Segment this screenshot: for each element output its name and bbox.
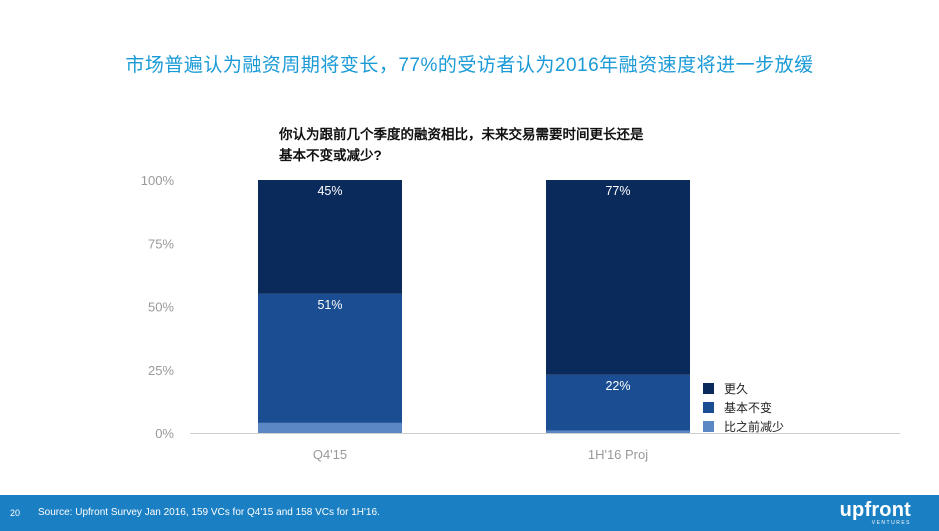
chart-question: 你认为跟前几个季度的融资相比，未来交易需要时间更长还是 基本不变或减少? xyxy=(279,124,749,166)
legend-label: 更久 xyxy=(724,382,748,396)
legend-swatch xyxy=(703,383,714,394)
bar-segment xyxy=(258,293,402,423)
legend-swatch xyxy=(703,402,714,413)
legend-label: 基本不变 xyxy=(724,400,772,415)
data-label: 22% xyxy=(605,379,630,393)
bar-segment xyxy=(546,180,690,375)
slide-title: 市场普遍认为融资周期将变长，77%的受访者认为2016年融资速度将进一步放缓 xyxy=(125,55,814,76)
question-line-2: 基本不变或减少? xyxy=(279,148,382,163)
data-label: 45% xyxy=(317,184,342,198)
bar-segment xyxy=(546,374,690,431)
logo-subtitle: VENTURES xyxy=(871,520,911,526)
y-tick-label: 25% xyxy=(148,363,174,378)
x-tick-label: 1H'16 Proj xyxy=(588,447,648,462)
y-tick-label: 75% xyxy=(148,236,174,251)
footer-bar: 20 Source: Upfront Survey Jan 2016, 159 … xyxy=(0,495,939,531)
bar-segment xyxy=(546,430,690,433)
data-label: 77% xyxy=(605,184,630,198)
question-line-1: 你认为跟前几个季度的融资相比，未来交易需要时间更长还是 xyxy=(279,127,644,142)
legend-label: 比之前减少 xyxy=(724,419,784,434)
upfront-logo: upfront VENTURES xyxy=(840,499,911,526)
x-tick-label: Q4'15 xyxy=(313,447,347,462)
y-tick-label: 50% xyxy=(148,300,174,315)
bar-segment xyxy=(258,422,402,433)
data-label: 51% xyxy=(317,298,342,312)
y-tick-label: 100% xyxy=(141,173,175,188)
y-tick-label: 0% xyxy=(155,426,174,441)
bar-segment xyxy=(258,180,402,294)
legend-swatch xyxy=(703,421,714,432)
stacked-bar-chart: 0%25%50%75%100%4%51%45%Q4'151%22%77%1H'1… xyxy=(141,173,900,462)
source-note: Source: Upfront Survey Jan 2016, 159 VCs… xyxy=(38,507,380,518)
logo-wordmark: upfront xyxy=(839,499,911,521)
page-number: 20 xyxy=(10,508,21,518)
